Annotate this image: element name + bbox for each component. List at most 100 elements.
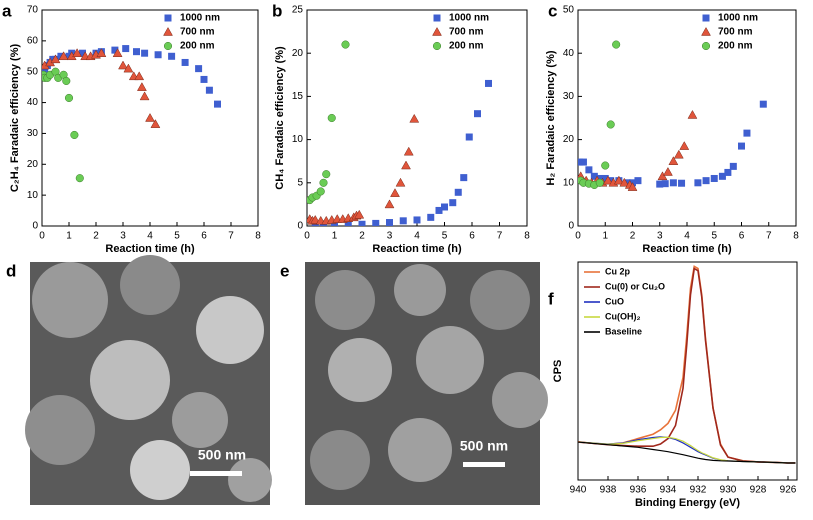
point [316,187,325,196]
point [657,171,668,181]
point [601,161,610,170]
panel-label: f [548,289,554,308]
point [656,180,664,188]
x-tick-label: 6 [739,231,745,242]
panel-label: d [6,261,16,280]
y-tick-label: 10 [292,134,304,145]
point [79,49,86,57]
point [724,168,732,176]
point [435,206,443,214]
y-tick-label: 5 [297,177,303,188]
y-tick-label: 0 [297,221,303,232]
y-tick-label: 30 [563,91,575,102]
x-tick-label: 1 [332,231,338,242]
point [678,179,686,187]
x-tick-label: 5 [711,231,717,242]
point [669,179,677,187]
point [603,175,613,185]
point [413,216,421,224]
point [134,71,145,81]
point [214,100,221,108]
legend-label: CuO [605,296,624,306]
x-tick-label: 7 [766,231,772,242]
point [118,60,128,70]
point [619,177,630,187]
point [136,82,147,91]
x-tick-label: 2 [630,231,636,242]
y-tick-label: 30 [27,128,39,139]
plot-area [42,45,221,183]
y-tick-label: 20 [563,134,575,145]
legend-marker [701,41,711,51]
y-tick-label: 15 [292,91,304,102]
point [601,174,609,182]
y-axis-label: C₂H₄ Faradaic efficiency (%) [9,44,21,193]
point [205,86,213,94]
point [613,175,624,185]
y-tick-label: 20 [292,48,304,59]
point [661,180,669,188]
point [634,177,642,185]
point [449,199,457,207]
point [612,40,621,49]
legend-marker [163,26,173,36]
plot-frame [577,261,798,481]
legend-label: 200 nm [180,41,215,52]
y-axis-label: CPS [552,360,564,383]
point [62,76,71,86]
y-tick-label: 0 [32,221,38,232]
legend-label: Cu(OH)₂ [605,311,641,321]
legend-label: 1000 nm [449,13,489,24]
point [662,166,673,176]
y-tick-label: 0 [568,221,574,232]
point [168,52,176,60]
x-tick-label: 5 [174,231,180,242]
point [702,177,710,185]
y-tick-label: 40 [563,48,575,59]
legend-label: 200 nm [449,41,484,52]
point [403,146,414,156]
point [679,141,690,150]
point [687,109,698,119]
point [58,51,69,61]
y-axis-label: CH₄ Faradaic efficiency (%) [274,46,286,190]
scale-bar-label: 500 nm [198,447,246,463]
panel-label: b [272,1,282,20]
plot-frame [577,9,797,227]
series-line [578,436,796,464]
x-tick-label: 5 [442,231,448,242]
point [141,49,149,57]
x-tick-label: 8 [524,231,530,242]
plot-area [307,40,492,226]
scale-bar-label: 500 nm [460,438,508,454]
x-tick-label: 2 [93,231,99,242]
x-tick-label: 938 [600,485,617,496]
point [64,93,74,102]
point [310,214,321,224]
point [441,203,448,211]
x-tick-label: 940 [570,485,587,496]
legend-label: 1000 nm [180,13,220,24]
point [181,58,189,66]
point [595,178,604,187]
point [154,51,162,59]
point [384,199,395,209]
y-tick-label: 10 [27,190,39,201]
legend-label: Baseline [605,326,642,336]
panel-label: e [280,261,289,280]
point [710,174,718,182]
point [150,119,161,128]
plot-area [578,265,796,464]
x-tick-label: 930 [720,485,737,496]
x-tick-label: 8 [255,231,261,242]
y-tick-label: 50 [563,5,575,16]
point [596,174,604,182]
point [72,48,83,57]
legend-marker [702,14,710,22]
legend-marker [432,26,442,36]
y-tick-label: 50 [27,66,39,77]
point [123,63,134,73]
legend-label: 700 nm [449,27,484,38]
x-axis-label: Binding Energy (eV) [635,497,740,509]
plot-frame [306,9,528,227]
